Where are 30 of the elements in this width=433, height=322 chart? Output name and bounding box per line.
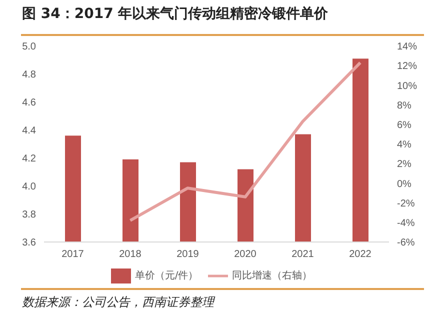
x-tick-label: 2020	[234, 249, 257, 260]
y2-tick-label: 6%	[397, 120, 412, 131]
line-series	[128, 61, 362, 222]
y2-tick-label: 4%	[397, 140, 412, 151]
y-tick-label: 3.8	[22, 210, 36, 221]
y-tick-label: 4.2	[22, 154, 36, 165]
x-tick-label: 2019	[176, 249, 200, 260]
legend-label: 单价（元/件）	[134, 270, 198, 282]
x-tick-label: 2017	[62, 249, 84, 260]
y2-tick-label: 12%	[397, 61, 418, 72]
chart-title: 图 34：2017 年以来气门传动组精密冷锻件单价	[22, 5, 328, 23]
y-tick-label: 4.6	[22, 98, 36, 109]
y2-tick-label: -2%	[397, 198, 415, 210]
y2-tick-label: 14%	[397, 42, 418, 53]
y2-tick-label: -4%	[397, 218, 415, 229]
x-tick-label: 2021	[292, 249, 314, 260]
y2-tick-label: 2%	[397, 159, 412, 170]
y2-tick-label: 8%	[397, 100, 412, 112]
y2-tick-label: -6%	[397, 238, 415, 249]
x-tick-label: 2022	[349, 249, 372, 260]
x-tick-label: 2018	[119, 249, 142, 260]
y-tick-label: 5.0	[22, 42, 36, 53]
y-tick-label: 3.6	[22, 238, 36, 249]
y2-tick-label: 10%	[397, 80, 418, 92]
y-tick-label: 4.4	[22, 126, 36, 137]
source-note: 数据来源：公司公告，西南证券整理	[22, 294, 214, 311]
y-tick-label: 4.8	[22, 70, 36, 81]
legend-label: 同比增速（右轴）	[232, 270, 312, 282]
y-tick-label: 4.0	[22, 182, 36, 193]
y2-tick-label: 0%	[397, 178, 412, 190]
